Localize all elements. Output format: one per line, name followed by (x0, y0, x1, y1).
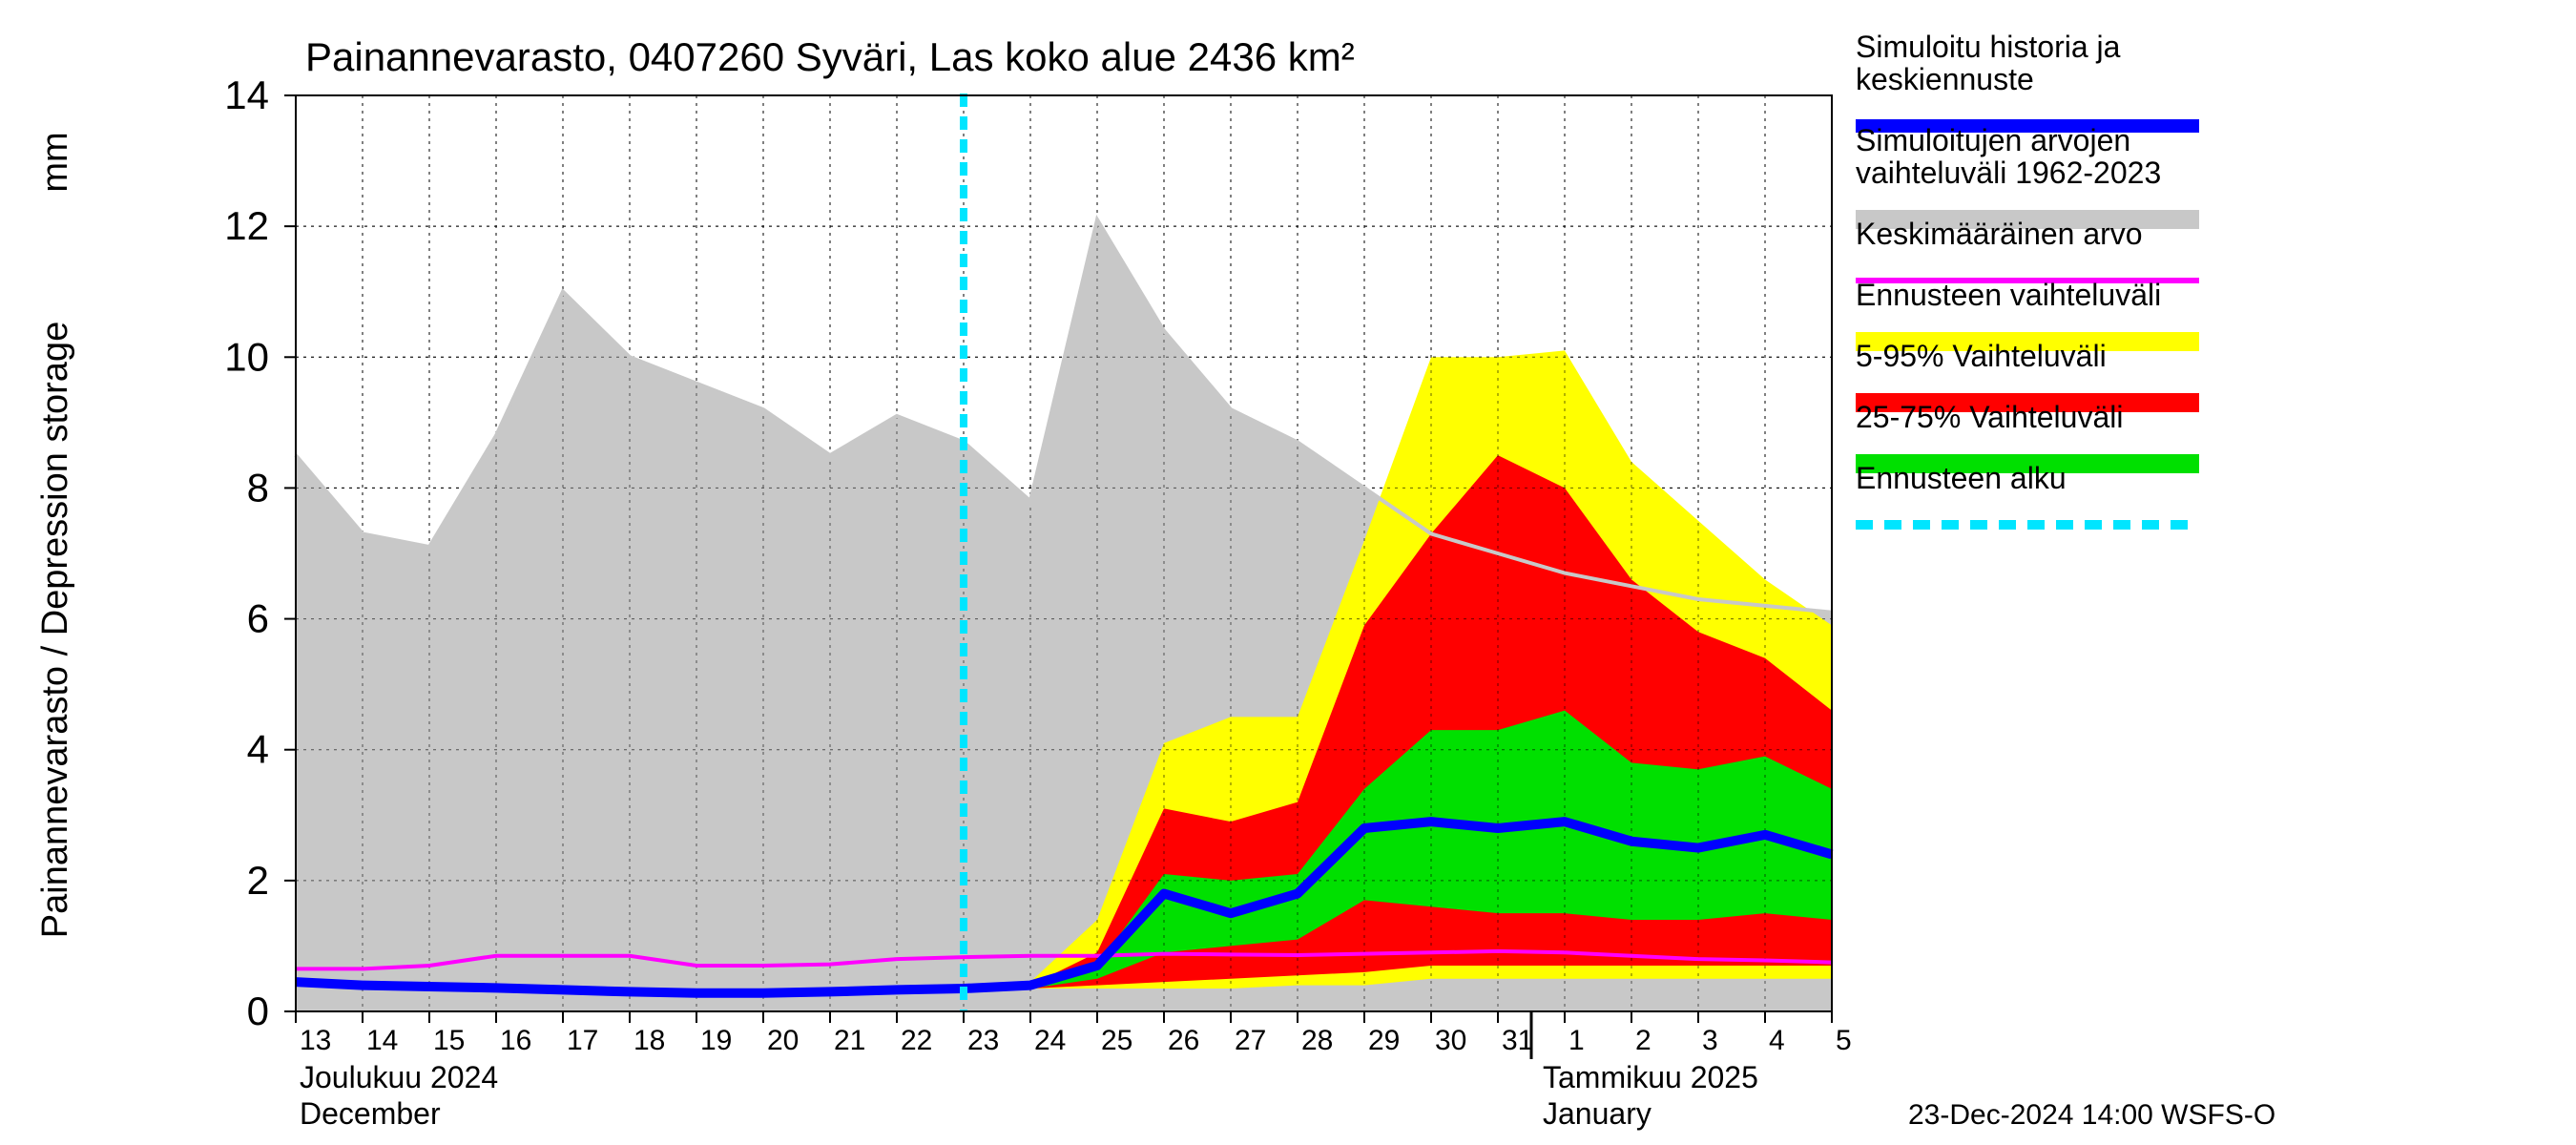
y-tick-label: 0 (247, 989, 269, 1033)
x-tick-label: 1 (1568, 1025, 1585, 1056)
x-tick-label: 23 (967, 1025, 999, 1056)
y-tick-label: 10 (224, 334, 269, 379)
legend-label: vaihteluväli 1962-2023 (1856, 156, 2161, 190)
month-right-1: Tammikuu 2025 (1543, 1060, 1758, 1094)
x-tick-label: 17 (567, 1025, 598, 1056)
x-tick-label: 30 (1435, 1025, 1466, 1056)
month-left-2: December (300, 1096, 441, 1131)
y-axis-label: Painannevarasto / Depression storage (35, 322, 75, 938)
x-tick-label: 3 (1702, 1025, 1718, 1056)
y-tick-label: 14 (224, 73, 269, 117)
y-tick-label: 4 (247, 727, 269, 772)
legend-label: 25-75% Vaihteluväli (1856, 400, 2123, 434)
x-tick-label: 26 (1168, 1025, 1199, 1056)
month-left-1: Joulukuu 2024 (300, 1060, 498, 1094)
y-axis-unit: mm (35, 132, 75, 192)
x-tick-label: 16 (500, 1025, 531, 1056)
depression-storage-chart: 0246810121413141516171819202122232425262… (0, 0, 2576, 1145)
chart-footer: 23-Dec-2024 14:00 WSFS-O (1908, 1099, 2275, 1131)
legend-label: Ennusteen alku (1856, 461, 2067, 495)
x-tick-label: 2 (1635, 1025, 1652, 1056)
chart-title: Painannevarasto, 0407260 Syväri, Las kok… (305, 34, 1355, 79)
x-tick-label: 4 (1769, 1025, 1785, 1056)
x-tick-label: 13 (300, 1025, 331, 1056)
x-tick-label: 5 (1836, 1025, 1852, 1056)
x-tick-label: 20 (767, 1025, 799, 1056)
x-tick-label: 24 (1034, 1025, 1066, 1056)
y-tick-label: 12 (224, 203, 269, 248)
legend-label: Simuloitu historia ja (1856, 30, 2121, 64)
legend-label: keskiennuste (1856, 62, 2034, 96)
x-tick-label: 28 (1301, 1025, 1333, 1056)
y-tick-label: 6 (247, 596, 269, 641)
x-tick-label: 22 (901, 1025, 932, 1056)
x-tick-label: 14 (366, 1025, 398, 1056)
y-tick-label: 8 (247, 465, 269, 510)
month-right-2: January (1543, 1096, 1652, 1131)
chart-container: 0246810121413141516171819202122232425262… (0, 0, 2576, 1145)
x-tick-label: 27 (1235, 1025, 1266, 1056)
x-tick-label: 25 (1101, 1025, 1132, 1056)
x-tick-label: 15 (433, 1025, 465, 1056)
x-tick-label: 29 (1368, 1025, 1400, 1056)
legend-label: Simuloitujen arvojen (1856, 123, 2130, 157)
x-tick-label: 21 (834, 1025, 865, 1056)
x-tick-label: 19 (700, 1025, 732, 1056)
legend-label: Keskimääräinen arvo (1856, 217, 2143, 251)
legend-label: 5-95% Vaihteluväli (1856, 339, 2107, 373)
x-tick-label: 31 (1502, 1025, 1533, 1056)
y-tick-label: 2 (247, 858, 269, 903)
legend-label: Ennusteen vaihteluväli (1856, 278, 2161, 312)
x-tick-label: 18 (634, 1025, 665, 1056)
